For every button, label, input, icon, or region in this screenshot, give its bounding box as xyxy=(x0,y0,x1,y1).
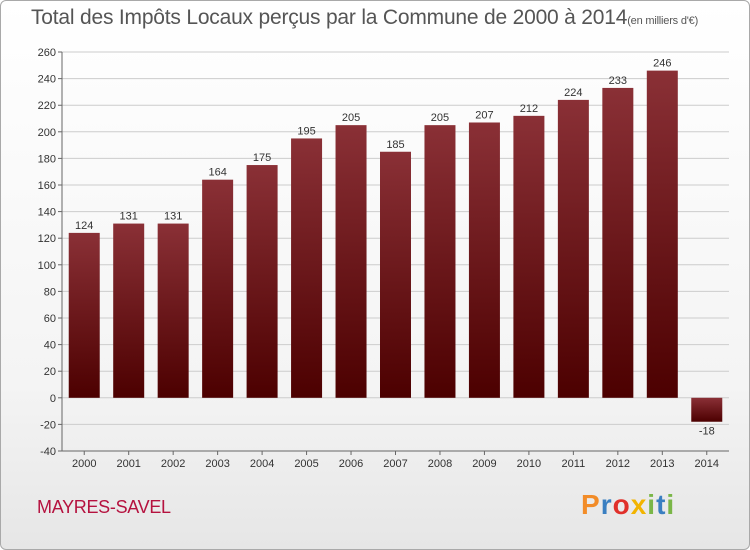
x-tick-label: 2004 xyxy=(250,458,274,470)
bar-value-label: 124 xyxy=(75,220,93,232)
y-tick-label: 180 xyxy=(38,153,56,165)
x-tick-label: 2003 xyxy=(205,458,229,470)
bar-value-label: 224 xyxy=(564,87,582,99)
y-tick-label: 60 xyxy=(44,313,56,325)
proxiti-logo: Proxiti xyxy=(581,489,675,521)
bar-2013 xyxy=(646,70,678,398)
commune-name: MAYRES-SAVEL xyxy=(37,497,171,517)
logo-letter: o xyxy=(612,489,631,520)
y-tick-label: 0 xyxy=(50,393,56,405)
chart-title-main: Total des Impôts Locaux perçus par la Co… xyxy=(31,6,628,29)
bar-2002 xyxy=(157,223,189,398)
bar-value-label: 185 xyxy=(386,139,404,151)
y-tick-label: 80 xyxy=(44,286,56,298)
y-tick-label: -20 xyxy=(40,419,56,431)
y-tick-label: -40 xyxy=(40,446,56,458)
x-tick-label: 2006 xyxy=(339,458,363,470)
bar-value-label: 205 xyxy=(431,112,449,124)
bar-value-label: 207 xyxy=(475,109,493,121)
bar-2007 xyxy=(380,151,411,398)
x-tick-label: 2014 xyxy=(695,458,719,470)
bar-2010 xyxy=(513,115,545,398)
x-tick-label: 2007 xyxy=(383,458,407,470)
y-tick-label: 220 xyxy=(38,100,56,112)
bar-value-label: 131 xyxy=(120,211,138,223)
logo-letter: P xyxy=(581,489,601,520)
bars xyxy=(68,70,723,422)
x-tick-label: 2012 xyxy=(606,458,630,470)
x-tick-label: 2010 xyxy=(517,458,541,470)
bar-value-label: 175 xyxy=(253,152,271,164)
bar-2000 xyxy=(68,232,100,398)
logo-letter: i xyxy=(647,489,657,520)
x-tick-label: 2005 xyxy=(294,458,318,470)
bar-2006 xyxy=(335,125,367,398)
bar-2001 xyxy=(113,223,145,398)
y-tick-label: 260 xyxy=(38,47,56,59)
bar-value-label: 195 xyxy=(297,125,315,137)
bar-value-label: 212 xyxy=(520,103,538,115)
chart-title: Total des Impôts Locaux perçus par la Co… xyxy=(31,6,698,30)
y-tick-label: 100 xyxy=(38,260,56,272)
bar-value-label: 205 xyxy=(342,112,360,124)
bar-2008 xyxy=(424,125,456,398)
bar-value-label: 246 xyxy=(653,58,671,70)
bar-2005 xyxy=(291,138,323,398)
bar-value-label: 131 xyxy=(164,211,182,223)
logo-letter: x xyxy=(630,489,648,520)
y-tick-label: 120 xyxy=(38,233,56,245)
x-tick-label: 2008 xyxy=(428,458,452,470)
logo-letter: i xyxy=(666,489,676,520)
bar-value-label: 164 xyxy=(208,167,226,179)
x-tick-label: 2002 xyxy=(161,458,185,470)
bar-2014 xyxy=(691,397,723,422)
logo-letter: r xyxy=(600,489,613,520)
y-tick-label: 140 xyxy=(38,207,56,219)
bar-2003 xyxy=(202,179,234,398)
bar-2009 xyxy=(468,122,500,398)
y-tick-label: 20 xyxy=(44,366,56,378)
bar-labels: 124 131 131 164 175 195 205 185 205 207 212 224 233 2… xyxy=(75,58,715,438)
bar-2004 xyxy=(246,165,278,398)
bar-value-label: -18 xyxy=(699,426,715,438)
chart-title-unit: (en milliers d'€) xyxy=(627,15,699,27)
x-tick-label: 2013 xyxy=(650,458,674,470)
logo-letter: t xyxy=(656,489,667,520)
axes: -40 -20 0 20 40 60 80 100 120 140 160 180 200 220 240 2… xyxy=(38,47,729,470)
y-tick-label: 160 xyxy=(38,180,56,192)
x-tick-label: 2011 xyxy=(562,458,586,470)
x-tick-label: 2001 xyxy=(116,458,140,470)
x-tick-label: 2009 xyxy=(472,458,496,470)
x-tick-label: 2000 xyxy=(72,458,96,470)
y-tick-label: 200 xyxy=(38,127,56,139)
y-tick-label: 240 xyxy=(38,74,56,86)
bar-value-label: 233 xyxy=(609,75,627,87)
y-tick-label: 40 xyxy=(44,340,56,352)
bar-2011 xyxy=(557,99,589,398)
bar-2012 xyxy=(602,87,634,398)
